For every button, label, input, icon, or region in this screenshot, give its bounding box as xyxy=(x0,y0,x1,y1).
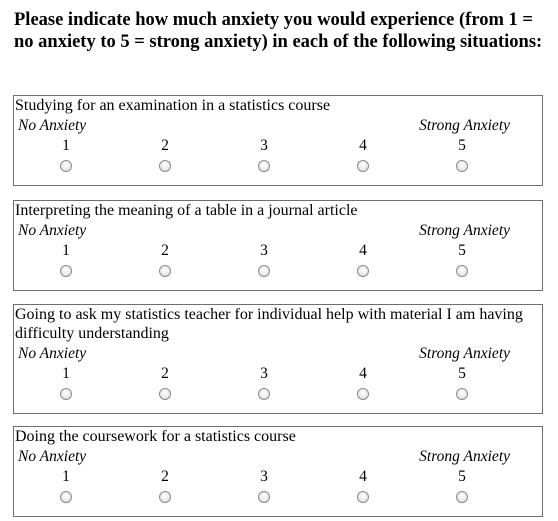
scale-anchors: No Anxiety Strong Anxiety xyxy=(14,345,542,363)
radio-button[interactable] xyxy=(60,388,72,400)
rating-option-label: 4 xyxy=(359,242,367,259)
radio-button[interactable] xyxy=(60,491,72,503)
scale-low-label: No Anxiety xyxy=(18,448,87,465)
rating-option-label: 1 xyxy=(62,242,70,259)
rating-option-label: 4 xyxy=(359,468,367,485)
radio-button[interactable] xyxy=(159,160,171,172)
rating-option-3: 3 xyxy=(249,363,279,400)
question-text: Interpreting the meaning of a table in a… xyxy=(15,202,358,219)
rating-option-4: 4 xyxy=(348,363,378,400)
scale-high-label: Strong Anxiety xyxy=(419,222,510,239)
radio-button[interactable] xyxy=(456,160,468,172)
rating-option-label: 5 xyxy=(458,137,466,154)
rating-option-label: 1 xyxy=(62,468,70,485)
radio-button[interactable] xyxy=(159,265,171,277)
scale-high-label: Strong Anxiety xyxy=(419,117,510,134)
rating-option-label: 4 xyxy=(359,137,367,154)
rating-option-5: 5 xyxy=(447,135,477,172)
radio-button[interactable] xyxy=(357,388,369,400)
rating-option-3: 3 xyxy=(249,135,279,172)
radio-button[interactable] xyxy=(60,160,72,172)
question-text: Doing the coursework for a statistics co… xyxy=(15,428,296,445)
rating-option-label: 5 xyxy=(458,365,466,382)
scale-anchors: No Anxiety Strong Anxiety xyxy=(14,117,542,135)
rating-option-4: 4 xyxy=(348,466,378,503)
rating-option-2: 2 xyxy=(150,466,180,503)
question-block-1: Studying for an examination in a statist… xyxy=(13,95,543,186)
rating-scale: 1 2 3 4 5 xyxy=(14,466,542,516)
rating-option-label: 4 xyxy=(359,365,367,382)
rating-option-label: 5 xyxy=(458,242,466,259)
rating-option-label: 5 xyxy=(458,468,466,485)
rating-option-2: 2 xyxy=(150,363,180,400)
rating-option-1: 1 xyxy=(51,466,81,503)
instructions-heading: Please indicate how much anxiety you wou… xyxy=(14,10,543,52)
radio-button[interactable] xyxy=(159,388,171,400)
scale-low-label: No Anxiety xyxy=(18,345,87,362)
rating-option-3: 3 xyxy=(249,466,279,503)
radio-button[interactable] xyxy=(456,388,468,400)
rating-option-label: 1 xyxy=(62,137,70,154)
rating-option-2: 2 xyxy=(150,240,180,277)
radio-button[interactable] xyxy=(357,160,369,172)
radio-button[interactable] xyxy=(60,265,72,277)
rating-option-1: 1 xyxy=(51,240,81,277)
rating-option-label: 3 xyxy=(260,242,268,259)
scale-low-label: No Anxiety xyxy=(18,222,87,239)
radio-button[interactable] xyxy=(258,265,270,277)
rating-option-5: 5 xyxy=(447,240,477,277)
radio-button[interactable] xyxy=(159,491,171,503)
radio-button[interactable] xyxy=(258,160,270,172)
rating-option-5: 5 xyxy=(447,363,477,400)
scale-anchors: No Anxiety Strong Anxiety xyxy=(14,448,542,466)
rating-option-4: 4 xyxy=(348,240,378,277)
question-block-3: Going to ask my statistics teacher for i… xyxy=(13,304,543,414)
rating-option-label: 3 xyxy=(260,468,268,485)
scale-high-label: Strong Anxiety xyxy=(419,345,510,362)
scale-high-label: Strong Anxiety xyxy=(419,448,510,465)
scale-anchors: No Anxiety Strong Anxiety xyxy=(14,222,542,240)
rating-scale: 1 2 3 4 5 xyxy=(14,240,542,290)
question-text: Going to ask my statistics teacher for i… xyxy=(15,306,523,342)
radio-button[interactable] xyxy=(258,388,270,400)
rating-option-label: 2 xyxy=(161,242,169,259)
radio-button[interactable] xyxy=(456,265,468,277)
radio-button[interactable] xyxy=(357,265,369,277)
question-text: Studying for an examination in a statist… xyxy=(15,97,331,114)
question-block-2: Interpreting the meaning of a table in a… xyxy=(13,200,543,291)
rating-option-label: 2 xyxy=(161,137,169,154)
rating-option-label: 3 xyxy=(260,365,268,382)
rating-option-label: 2 xyxy=(161,365,169,382)
rating-option-4: 4 xyxy=(348,135,378,172)
scale-low-label: No Anxiety xyxy=(18,117,87,134)
rating-scale: 1 2 3 4 5 xyxy=(14,135,542,185)
rating-option-label: 1 xyxy=(62,365,70,382)
rating-option-label: 2 xyxy=(161,468,169,485)
rating-option-1: 1 xyxy=(51,363,81,400)
radio-button[interactable] xyxy=(456,491,468,503)
rating-option-2: 2 xyxy=(150,135,180,172)
rating-scale: 1 2 3 4 5 xyxy=(14,363,542,413)
rating-option-5: 5 xyxy=(447,466,477,503)
question-block-4: Doing the coursework for a statistics co… xyxy=(13,426,543,517)
radio-button[interactable] xyxy=(357,491,369,503)
radio-button[interactable] xyxy=(258,491,270,503)
rating-option-label: 3 xyxy=(260,137,268,154)
rating-option-3: 3 xyxy=(249,240,279,277)
rating-option-1: 1 xyxy=(51,135,81,172)
